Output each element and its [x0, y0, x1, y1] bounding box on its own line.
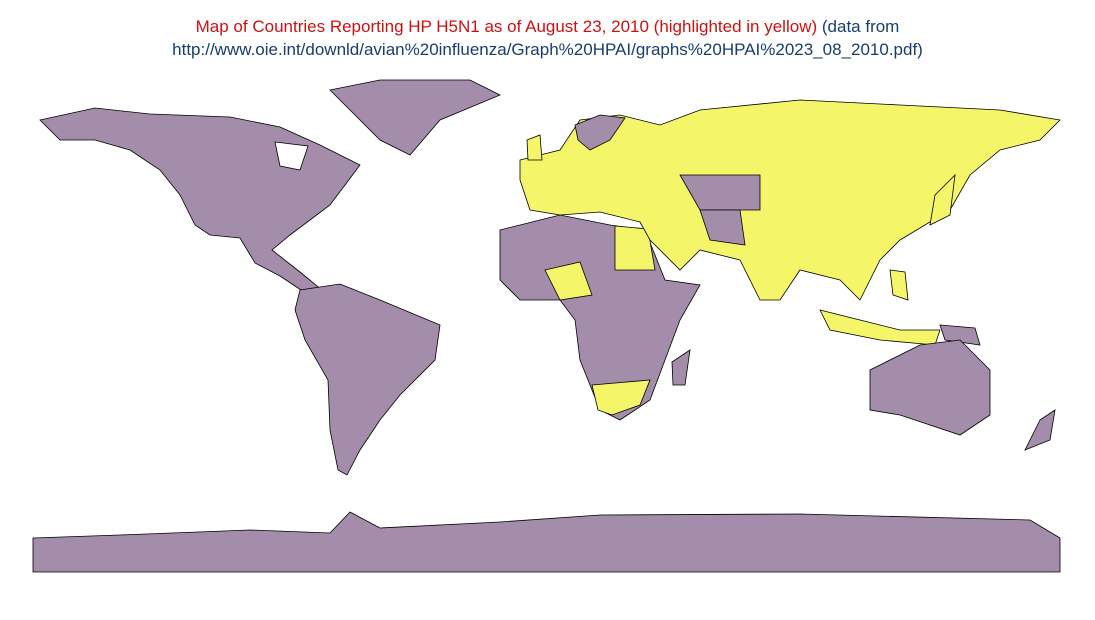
madagascar [671, 349, 691, 386]
egypt [614, 225, 656, 271]
title-line-1: Map of Countries Reporting HP H5N1 as of… [0, 17, 1095, 37]
hudson-bay [274, 141, 309, 171]
antarctica [32, 511, 1061, 573]
south-america [294, 283, 441, 476]
map-title: Map of Countries Reporting HP H5N1 as of… [195, 17, 818, 36]
japan [929, 173, 956, 226]
uk [526, 134, 543, 161]
source-url: http://www.oie.int/downld/avian%20influe… [172, 40, 923, 59]
scandinavia [574, 114, 626, 151]
west-africa [544, 261, 593, 301]
new-zealand [1024, 409, 1056, 451]
greenland [329, 79, 501, 156]
eurasia [519, 99, 1061, 301]
central-asia [679, 174, 761, 211]
philippines [889, 269, 909, 301]
new-guinea [939, 324, 981, 346]
australia [869, 339, 991, 436]
iran [699, 209, 746, 246]
indonesia [819, 309, 941, 346]
north-america [39, 107, 361, 297]
source-prefix: (data from [821, 17, 900, 36]
south-africa [591, 379, 651, 416]
